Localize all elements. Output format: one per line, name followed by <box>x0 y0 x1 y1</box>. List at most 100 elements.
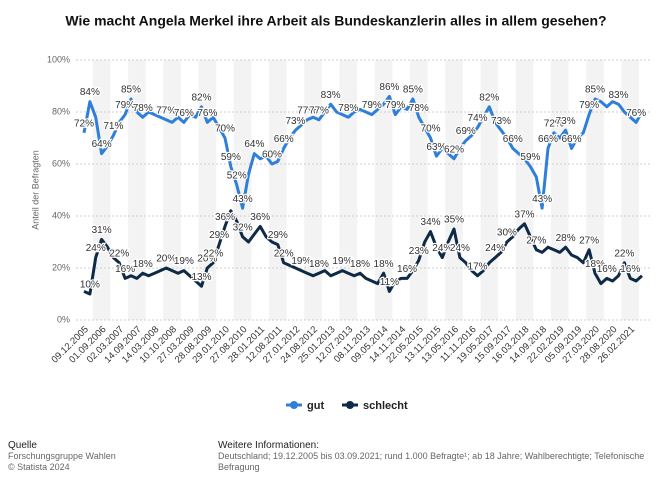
value-label: 17% <box>468 261 488 272</box>
band <box>128 60 146 320</box>
band <box>233 60 252 320</box>
value-label: 10% <box>80 280 100 291</box>
value-label: 19% <box>174 256 194 267</box>
value-label: 18% <box>350 259 370 270</box>
source-block: Quelle Forschungsgruppe Wahlen © Statist… <box>8 440 116 473</box>
legend-label: schlecht <box>363 400 408 412</box>
line <box>82 94 644 210</box>
band <box>621 60 640 320</box>
value-label: 83% <box>321 90 341 101</box>
value-label: 66% <box>562 134 582 145</box>
band <box>339 60 358 320</box>
value-label: 27% <box>579 235 599 246</box>
value-label: 52% <box>227 170 247 181</box>
band <box>198 60 217 320</box>
band <box>269 60 287 320</box>
band <box>550 60 569 320</box>
value-label: 24% <box>450 243 470 254</box>
value-label: 70% <box>215 124 235 135</box>
value-label: 78% <box>338 103 358 114</box>
value-label: 29% <box>268 230 288 241</box>
value-label: 18% <box>133 259 153 270</box>
y-tick-label: 20% <box>52 262 70 272</box>
value-label: 34% <box>421 217 441 228</box>
value-label: 36% <box>250 212 270 223</box>
legend: gut schlecht <box>286 400 408 412</box>
value-label: 35% <box>444 215 464 226</box>
band <box>374 60 393 320</box>
chart-title: Wie macht Angela Merkel ihre Arbeit als … <box>65 13 606 29</box>
value-label: 77% <box>297 105 317 116</box>
value-label: 72% <box>74 118 94 129</box>
value-label: 19% <box>291 256 311 267</box>
value-label: 71% <box>103 121 123 132</box>
value-label: 29% <box>209 230 229 241</box>
chart: Wie macht Angela Merkel ihre Arbeit als … <box>30 13 650 412</box>
y-axis-label: Anteil der Befragten <box>30 150 40 230</box>
y-tick-label: 100% <box>47 54 70 64</box>
bands <box>92 60 640 320</box>
value-label: 16% <box>620 264 640 275</box>
value-label: 37% <box>515 209 535 220</box>
legend-label: gut <box>307 400 324 412</box>
value-label: 36% <box>215 212 235 223</box>
value-label: 16% <box>597 264 617 275</box>
value-label: 85% <box>585 85 605 96</box>
legend-marker <box>290 401 298 409</box>
value-label: 64% <box>92 139 112 150</box>
value-label: 79% <box>362 100 382 111</box>
value-label: 86% <box>379 82 399 93</box>
value-label: 72% <box>544 118 564 129</box>
value-label: 83% <box>608 90 628 101</box>
value-label: 22% <box>203 248 223 259</box>
value-label: 22% <box>614 248 634 259</box>
legend-marker <box>346 401 354 409</box>
value-label: 73% <box>285 116 305 127</box>
band <box>480 60 499 320</box>
value-label: 79% <box>385 100 405 111</box>
value-label: 31% <box>92 225 112 236</box>
y-tick-label: 40% <box>52 210 70 220</box>
value-label: 16% <box>397 264 417 275</box>
value-label: 22% <box>274 248 294 259</box>
value-label: 79% <box>115 100 135 111</box>
value-label: 24% <box>432 243 452 254</box>
band <box>445 60 463 320</box>
value-label: 59% <box>520 152 540 163</box>
line <box>83 209 643 296</box>
value-label: 28% <box>556 233 576 244</box>
value-label: 79% <box>579 100 599 111</box>
value-label: 22% <box>109 248 129 259</box>
value-label: 85% <box>121 85 141 96</box>
info-title: Weitere Informationen: <box>218 440 319 451</box>
value-label: 27% <box>526 235 546 246</box>
value-label: 69% <box>456 126 476 137</box>
band <box>304 60 322 320</box>
value-label: 19% <box>332 256 352 267</box>
value-label: 20% <box>197 254 217 265</box>
value-label: 78% <box>133 103 153 114</box>
value-label: 60% <box>262 150 282 161</box>
band <box>163 60 181 320</box>
value-label: 43% <box>532 194 552 205</box>
value-label: 23% <box>409 246 429 257</box>
value-label: 43% <box>233 194 253 205</box>
value-label: 32% <box>233 222 253 233</box>
value-label: 30% <box>497 228 517 239</box>
copyright: © Statista 2024 <box>8 462 70 472</box>
value-label: 70% <box>421 124 441 135</box>
value-label: 24% <box>485 243 505 254</box>
value-label: 73% <box>556 116 576 127</box>
value-label: 18% <box>374 259 394 270</box>
value-label: 76% <box>174 108 194 119</box>
band <box>515 60 534 320</box>
info: Deutschland; 19.12.2005 bis 03.09.2021; … <box>218 451 645 472</box>
value-label: 85% <box>403 85 423 96</box>
value-label: 11% <box>380 277 399 288</box>
value-label: 62% <box>444 144 464 155</box>
value-label: 16% <box>115 264 135 275</box>
value-label: 64% <box>244 139 264 150</box>
value-label: 73% <box>491 116 511 127</box>
value-label: 77% <box>156 105 176 116</box>
value-label: 77% <box>309 105 329 116</box>
